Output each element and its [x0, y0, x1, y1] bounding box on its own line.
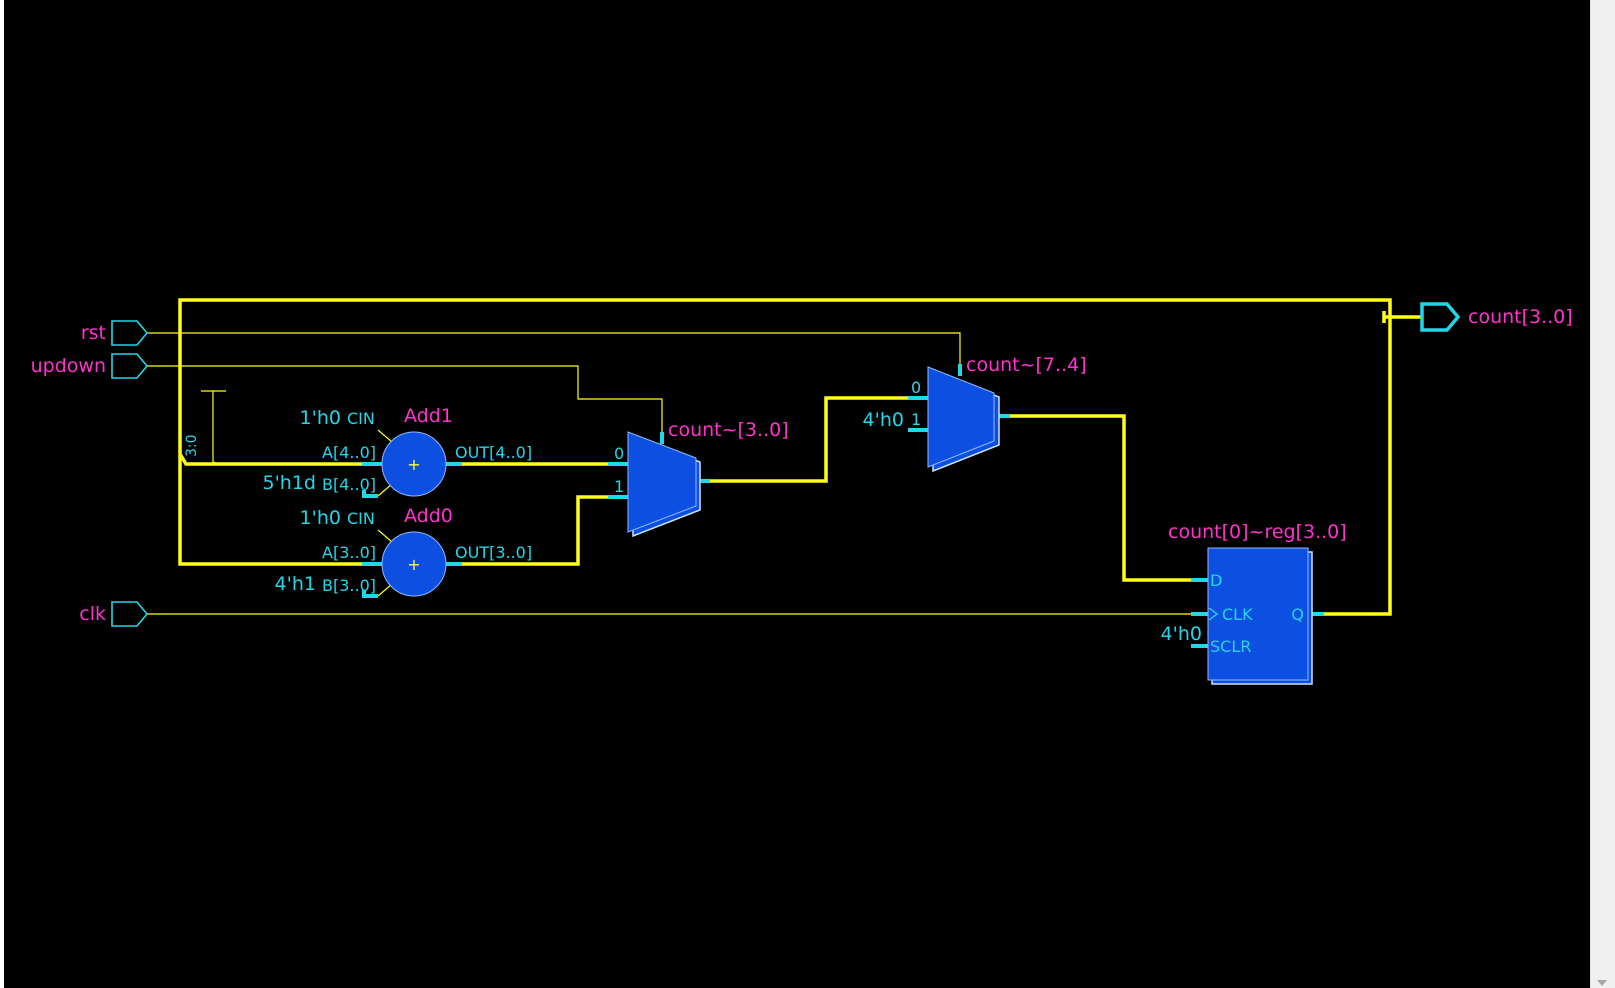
feedback-bus-branch-add1	[178, 453, 384, 466]
feedback-bus	[178, 298, 1392, 616]
updown-port-icon[interactable]	[111, 353, 149, 379]
clk-port-label: clk	[79, 603, 106, 625]
add1-b-wire	[377, 483, 393, 497]
add1-plus-icon: +	[407, 455, 420, 474]
count-output-port-label: count[3..0]	[1468, 306, 1573, 328]
add1-cin-pin: CIN	[347, 409, 375, 428]
add0-out-pin: OUT[3..0]	[455, 543, 532, 562]
rst-port-icon[interactable]	[111, 320, 149, 346]
register-block[interactable]	[1207, 547, 1309, 681]
bus-slice-label: 3:0	[184, 434, 200, 457]
muxb-name: count~[7..4]	[966, 354, 1087, 376]
muxa-in0-label: 0	[614, 444, 624, 463]
register-clk-pin: CLK	[1222, 605, 1253, 624]
add0-out-bus	[450, 495, 614, 566]
add1-cin-const: 1'h0	[300, 407, 341, 429]
add1-name: Add1	[404, 405, 453, 427]
register-name: count[0]~reg[3..0]	[1168, 521, 1347, 543]
muxa-in1-label: 1	[614, 477, 624, 496]
add1-b-const: 5'h1d	[262, 472, 316, 494]
add0-name: Add0	[404, 505, 453, 527]
add0-cin-pin: CIN	[347, 509, 375, 528]
vertical-scrollbar[interactable]	[1590, 0, 1615, 988]
add0-cin-const: 1'h0	[300, 507, 341, 529]
clock-triangle-icon	[1208, 607, 1219, 621]
add0-b-const: 4'h1	[275, 573, 316, 595]
add1-block[interactable]	[381, 431, 447, 497]
muxa-out-bus	[703, 396, 914, 483]
muxb-const: 4'h0	[863, 409, 904, 431]
rst-wire	[147, 332, 961, 368]
schematic-canvas[interactable]: rst updown clk count[3..0] 3:0 + Add1 1'…	[4, 0, 1590, 988]
add0-a-pin: A[3..0]	[322, 543, 376, 562]
register-d-pin: D	[1210, 571, 1222, 590]
clk-port-icon[interactable]	[111, 601, 149, 627]
add1-out-pin: OUT[4..0]	[455, 443, 532, 462]
muxb-block[interactable]	[927, 366, 995, 468]
schematic-viewer[interactable]: rst updown clk count[3..0] 3:0 + Add1 1'…	[4, 0, 1590, 988]
add1-b-stub	[362, 490, 378, 498]
add0-block[interactable]	[381, 531, 447, 597]
muxa-name: count~[3..0]	[668, 419, 789, 441]
rst-port-label: rst	[81, 322, 106, 344]
add1-cin-wire	[377, 429, 393, 443]
add0-b-stub	[362, 590, 378, 598]
muxa-block[interactable]	[627, 431, 697, 533]
add0-cin-wire	[377, 529, 393, 543]
muxb-in0-label: 0	[911, 378, 921, 397]
add1-a-pin: A[4..0]	[322, 443, 376, 462]
register-sclr-pin: SCLR	[1210, 637, 1251, 656]
count-output-port-icon[interactable]	[1420, 302, 1461, 332]
add0-plus-icon: +	[407, 555, 420, 574]
add0-b-wire	[377, 583, 393, 597]
updown-port-label: updown	[31, 355, 106, 377]
gnd-tap-wire	[201, 390, 226, 465]
register-sclr-const: 4'h0	[1161, 623, 1202, 645]
scroll-down-arrow-icon[interactable]	[1597, 980, 1607, 986]
add1-b-pin: B[4..0]	[322, 475, 376, 494]
register-q-pin: Q	[1291, 605, 1304, 624]
muxb-in1-label: 1	[911, 410, 921, 429]
add0-b-pin: B[3..0]	[322, 576, 376, 595]
muxb-out-bus	[1004, 414, 1194, 582]
updown-wire	[147, 365, 663, 436]
